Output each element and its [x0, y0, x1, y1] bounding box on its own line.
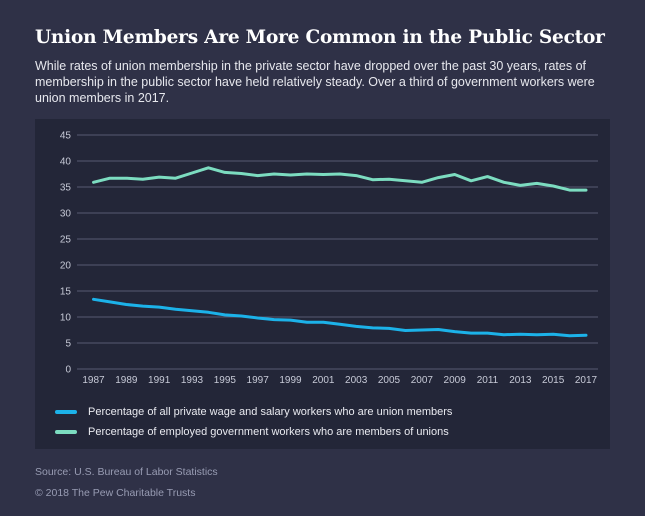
- legend-swatch-private-icon: [55, 410, 77, 414]
- private-sector-line: [92, 297, 588, 338]
- y-axis-tick-label: 15: [60, 287, 72, 298]
- y-axis-tick-label: 40: [60, 157, 72, 168]
- x-axis-tick-label: 2015: [542, 375, 565, 386]
- x-axis-tick-label: 2007: [411, 375, 434, 386]
- x-axis-tick-label: 1991: [148, 375, 171, 386]
- legend-label-private: Percentage of all private wage and salar…: [88, 406, 453, 418]
- legend-swatch-public-icon: [55, 430, 77, 434]
- x-axis-tick-label: 2009: [444, 375, 467, 386]
- x-axis-tick-label: 1989: [115, 375, 138, 386]
- y-axis-tick-label: 5: [65, 339, 71, 350]
- source-text: Source: U.S. Bureau of Labor Statistics: [35, 466, 218, 478]
- x-axis-tick-label: 1993: [181, 375, 204, 386]
- y-axis-tick-label: 45: [60, 131, 72, 142]
- x-axis-tick-label: 1999: [279, 375, 302, 386]
- chart-legend: Percentage of all private wage and salar…: [35, 398, 610, 442]
- y-axis-tick-label: 10: [60, 313, 72, 324]
- copyright-text: © 2018 The Pew Charitable Trusts: [35, 487, 196, 499]
- chart-panel: 0 5 10 15 20 25 30 35 40 45 1987 1989 1991 1993 1995 19…: [35, 119, 610, 449]
- x-axis-tick-label: 1987: [82, 375, 105, 386]
- x-axis-tick-label: 2005: [378, 375, 401, 386]
- y-axis-tick-label: 20: [60, 261, 72, 272]
- page-title: Union Members Are More Common in the Pub…: [35, 27, 605, 48]
- y-axis-tick-label: 35: [60, 183, 72, 194]
- legend-item-public: Percentage of employed government worker…: [55, 422, 610, 442]
- legend-label-public: Percentage of employed government worker…: [88, 426, 449, 438]
- chart-svg: 0 5 10 15 20 25 30 35 40 45 1987 1989 1991 1993 1995 19…: [60, 131, 598, 386]
- x-axis-tick-label: 2013: [509, 375, 532, 386]
- footer: Source: U.S. Bureau of Labor Statistics …: [35, 466, 610, 499]
- public-sector-line: [92, 166, 588, 192]
- x-axis-tick-label: 2017: [575, 375, 598, 386]
- x-axis-tick-label: 2003: [345, 375, 368, 386]
- y-axis-tick-label: 0: [65, 365, 71, 376]
- y-axis-tick-label: 25: [60, 235, 72, 246]
- x-axis-tick-label: 2001: [312, 375, 335, 386]
- x-axis-tick-label: 1995: [214, 375, 237, 386]
- y-axis-tick-label: 30: [60, 209, 72, 220]
- x-axis-tick-label: 1997: [247, 375, 270, 386]
- x-axis-tick-label: 2011: [477, 375, 499, 386]
- legend-item-private: Percentage of all private wage and salar…: [55, 402, 610, 422]
- chart-subtitle: While rates of union membership in the p…: [35, 59, 595, 105]
